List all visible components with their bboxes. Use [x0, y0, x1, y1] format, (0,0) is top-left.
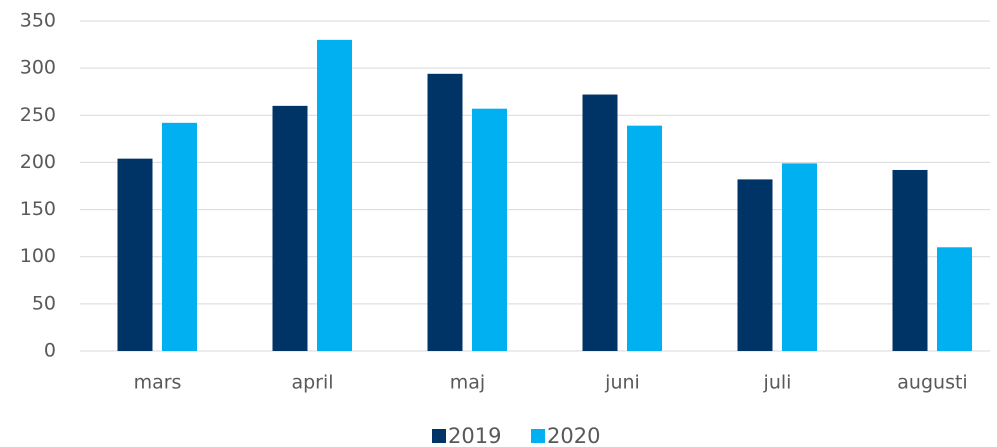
y-tick-label: 0: [44, 340, 56, 362]
x-tick-label: juli: [763, 372, 792, 394]
y-tick-label: 100: [20, 245, 56, 267]
y-tick-label: 300: [20, 57, 56, 79]
y-tick-label: 150: [20, 198, 56, 220]
y-tick-label: 350: [20, 10, 56, 32]
x-tick-label: augusti: [897, 372, 967, 394]
legend-swatch: [531, 429, 545, 443]
bar: [937, 247, 972, 351]
bar: [782, 163, 817, 351]
x-tick-label: april: [291, 372, 333, 394]
bar: [427, 73, 463, 352]
legend-label: 2019: [448, 424, 501, 447]
bar: [317, 39, 352, 351]
x-tick-label: maj: [450, 372, 485, 394]
bar: [627, 125, 662, 352]
legend-swatch: [432, 429, 446, 443]
x-tick-label: juni: [604, 372, 640, 394]
bar: [117, 158, 153, 351]
legend-label: 2020: [547, 424, 600, 447]
x-tick-label: mars: [134, 372, 182, 394]
bar: [472, 108, 507, 351]
bar: [272, 105, 308, 351]
bar: [737, 179, 773, 351]
y-tick-label: 250: [20, 104, 56, 126]
bar: [892, 169, 928, 351]
y-tick-label: 50: [32, 292, 56, 314]
y-tick-label: 200: [20, 151, 56, 173]
bar: [582, 94, 618, 352]
bar: [162, 122, 197, 351]
